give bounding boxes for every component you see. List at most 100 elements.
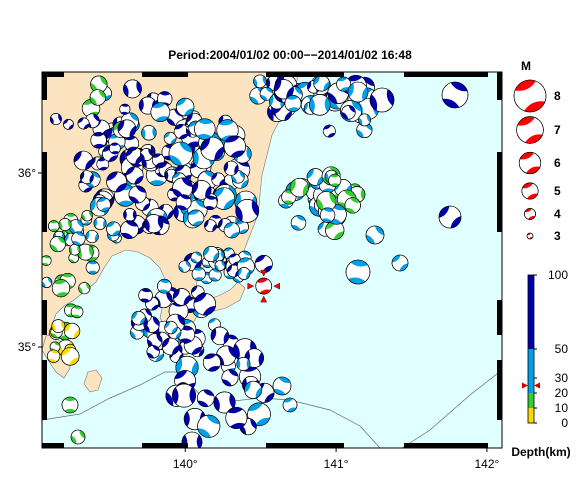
focal-mechanism [106,221,121,237]
focal-mechanism [223,135,246,158]
focal-mechanism [244,380,263,399]
focal-mechanism [48,220,60,232]
focal-mechanism [140,148,153,161]
focal-mechanism [204,219,217,233]
focal-mechanism [259,87,274,101]
focal-mechanism [289,178,309,198]
focal-mechanism [194,118,216,140]
focal-mechanism [237,267,251,280]
focal-mechanism [70,305,84,319]
focal-mechanism [125,166,144,185]
focal-mechanism [358,113,371,127]
focal-mechanism [49,113,62,125]
depth-tick-label: 100 [548,268,568,282]
focal-mechanism [106,171,128,193]
focal-mechanism [173,124,189,140]
focal-mechanism [163,131,177,145]
focal-mechanism [51,319,66,333]
focal-mechanism [157,278,172,294]
focal-mechanism [196,389,215,408]
frame-segment [42,152,47,232]
focal-mechanism [144,214,164,234]
focal-mechanism [141,125,157,141]
focal-mechanism [81,210,93,222]
focal-mechanism [309,94,331,116]
focal-mechanism [68,243,81,256]
focal-mechanism [211,172,226,187]
focal-mechanism [213,391,236,414]
frame-segment [142,443,188,448]
focal-mechanism [60,347,80,366]
focal-mechanism [80,170,94,184]
magnitude-legend-label: 5 [554,184,561,198]
focal-mechanism [42,255,52,266]
depth-tick-label: 0 [561,416,568,430]
focal-mechanism [128,185,147,204]
focal-mechanism [146,345,160,359]
magnitude-legend-ball [513,79,547,113]
focal-mechanism [200,136,225,161]
focal-mechanism [90,75,108,93]
magnitude-legend-title: M [521,59,531,73]
focal-mechanism [96,157,110,171]
lat-label: 36° [18,166,36,180]
focal-mechanism [210,326,230,346]
depth-marker [534,382,540,389]
focal-mechanism [191,180,212,200]
frame-segment [404,443,488,448]
focal-mechanism [208,268,222,282]
focal-mechanism [336,76,352,92]
depth-scale-title: Depth(km) [511,445,570,459]
frame-segment [497,300,502,335]
focal-mechanism [235,199,260,223]
focal-mechanism [322,124,336,138]
frame-segment [266,443,344,448]
focal-mechanism [191,266,206,281]
focal-mechanism [202,353,221,372]
focal-mechanism [168,141,193,166]
focal-mechanism [71,231,86,246]
focal-mechanism [51,279,71,298]
focal-mechanism [438,205,462,229]
focal-mechanism [172,288,191,306]
focal-mechanism [193,292,217,316]
focal-mechanism [178,260,191,273]
focal-mechanism [102,145,119,162]
focal-mechanism [96,197,111,212]
frame-segment [497,152,502,232]
depth-band [528,349,534,393]
focal-mechanism [138,288,153,303]
frame-segment [497,72,502,100]
focal-mechanism [282,397,298,413]
focal-mechanism [150,102,171,122]
focal-mechanism [119,103,131,115]
focal-mechanism [281,189,297,205]
focal-mechanism [253,74,267,89]
magnitude-legend-label: 4 [554,207,561,221]
lon-label: 140° [173,457,198,471]
magnitude-legend-ball [521,182,539,200]
map-title: Period:2004/01/02 00:00−−2014/01/02 16:4… [168,48,412,62]
focal-mechanism [214,260,226,272]
focal-mechanism [42,276,53,288]
focal-mechanism [325,220,345,240]
magnitude-legend-ball [518,151,542,175]
focal-mechanism [120,220,139,239]
focal-mechanism [306,168,325,186]
frame-segment [266,72,344,77]
magnitude-legend-label: 3 [554,229,561,243]
trench-line [401,369,502,448]
focal-mechanism [164,168,178,182]
depth-tick-label: 10 [555,401,569,415]
lat-label: 35° [18,340,36,354]
magnitude-legend-ball [516,116,544,144]
frame-segment [42,443,64,448]
focal-mechanism [58,218,72,231]
focal-mechanism [161,337,180,356]
focal-mechanism [290,215,307,231]
focal-mechanism [70,429,86,445]
focal-mechanism [131,311,146,326]
focal-mechanism [77,117,90,130]
focal-mechanism [365,225,385,245]
